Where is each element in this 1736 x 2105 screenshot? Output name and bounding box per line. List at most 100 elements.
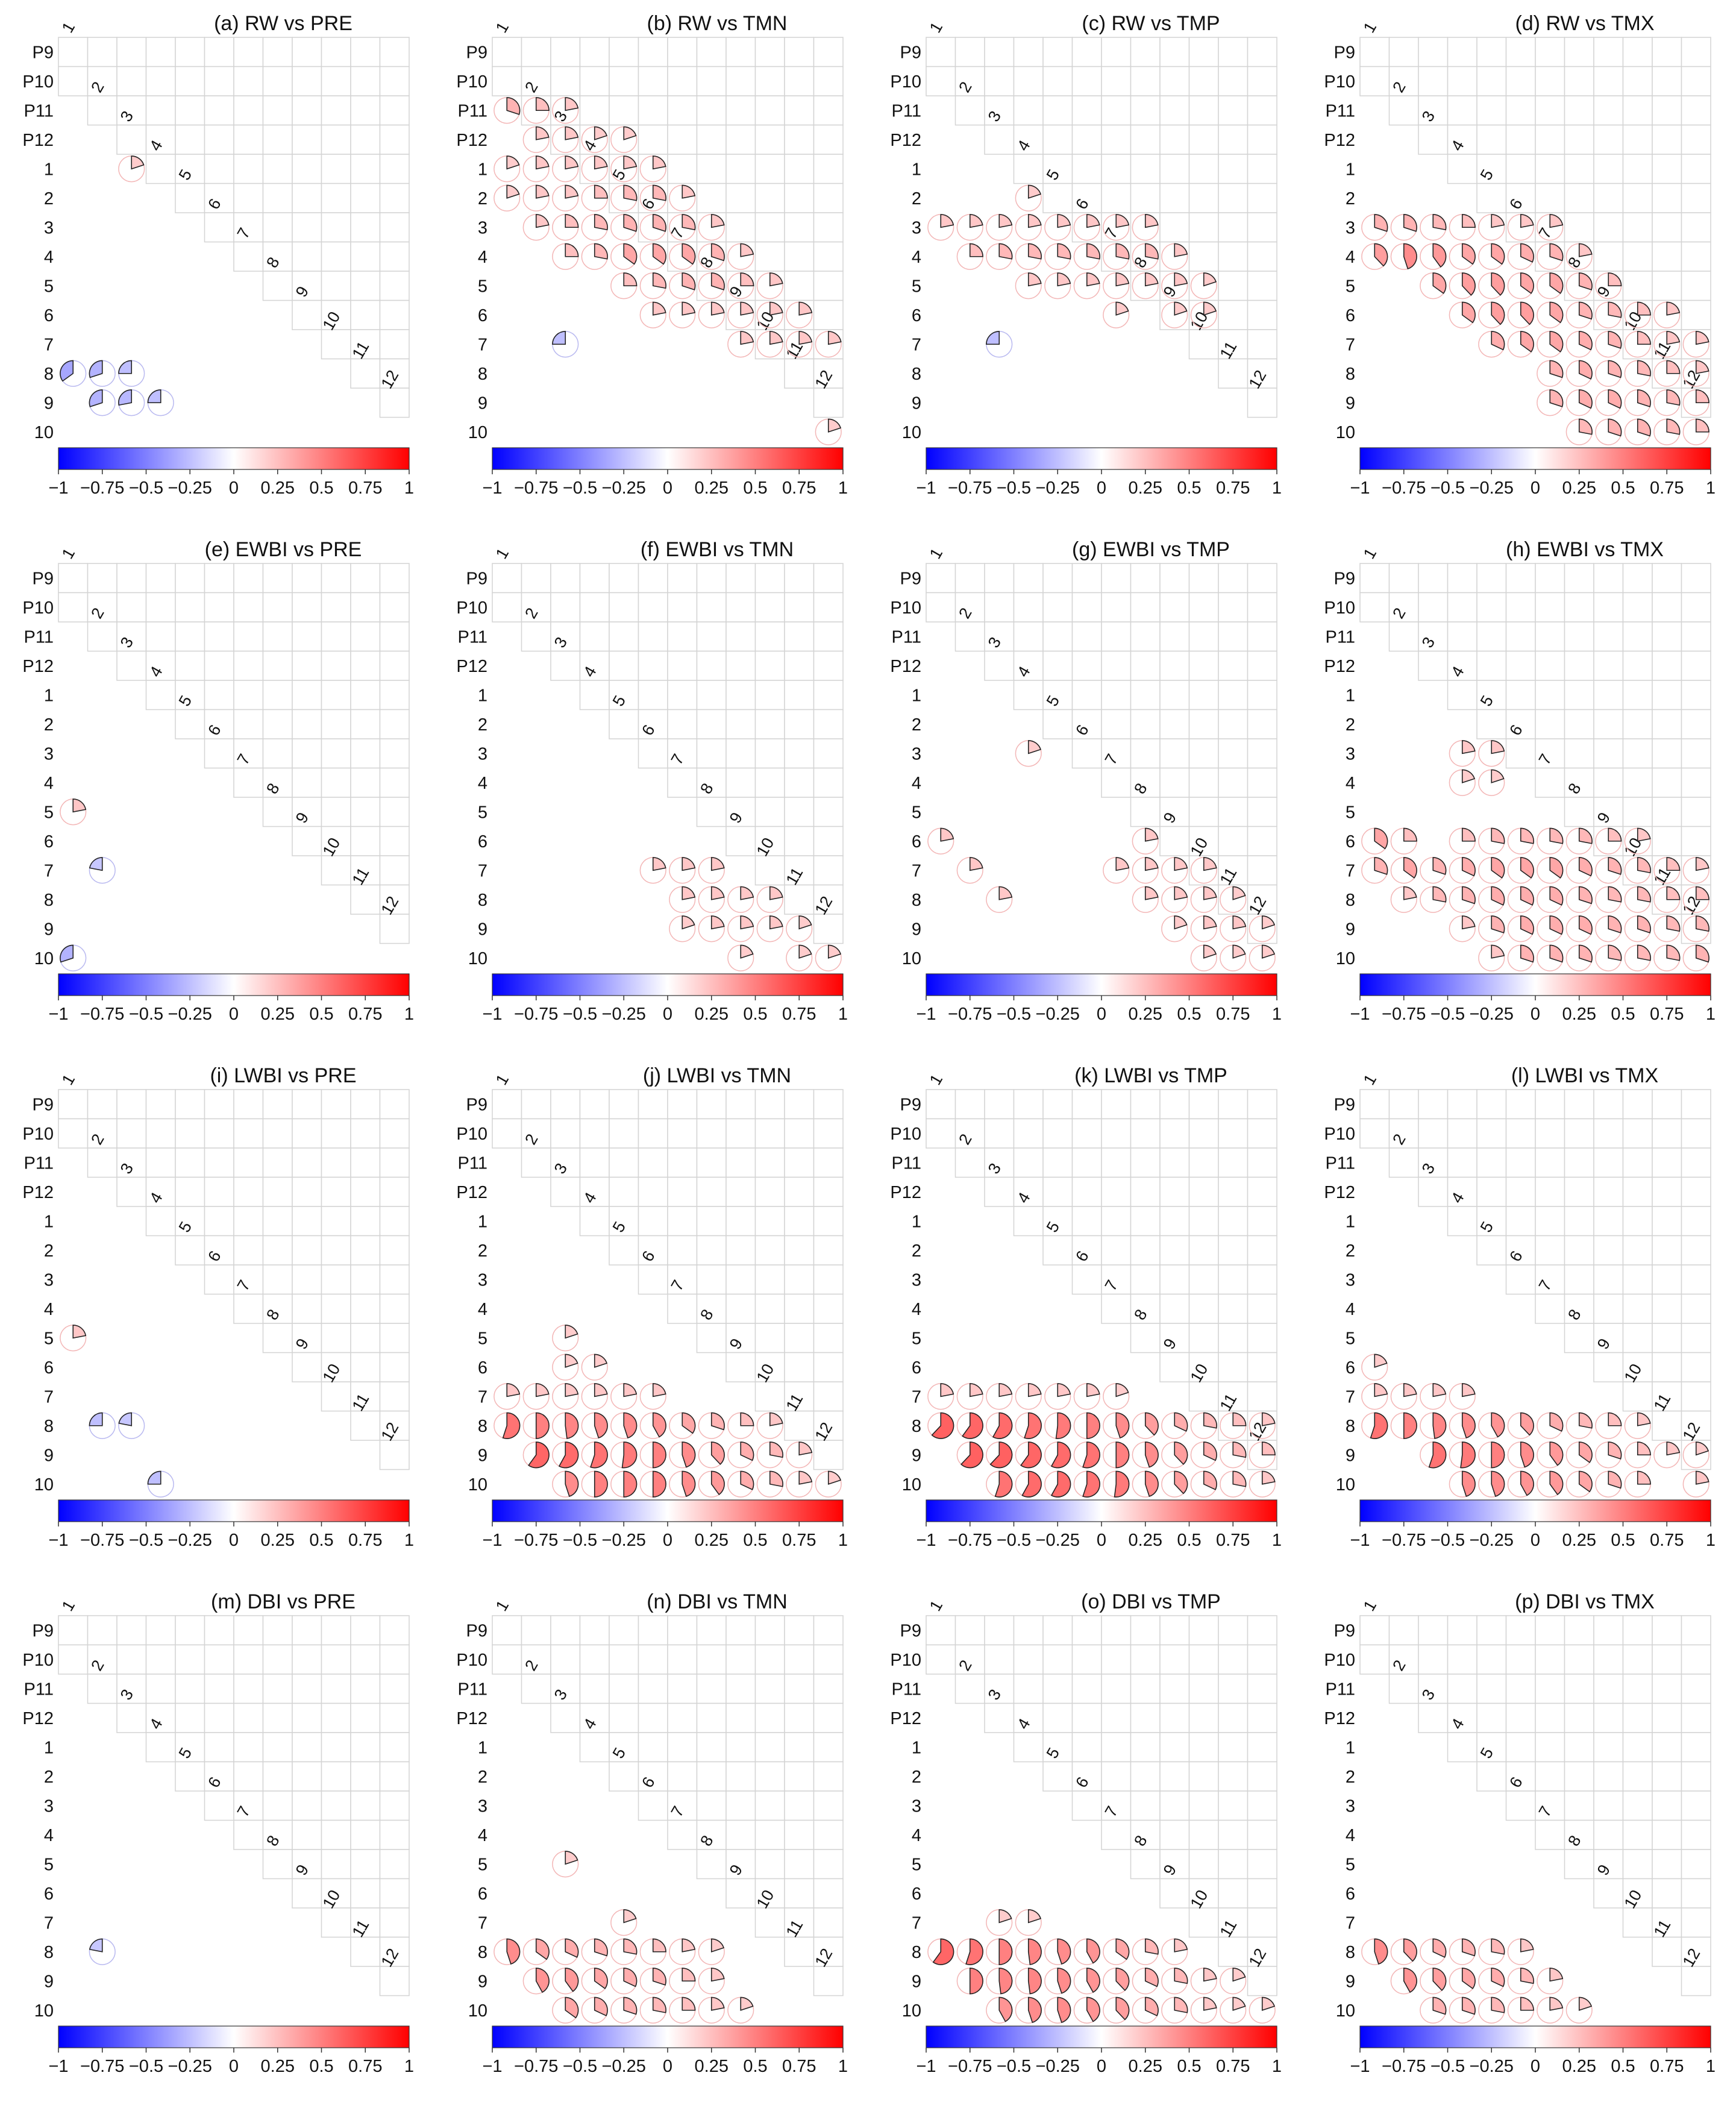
grid-cell [1593,1089,1624,1120]
grid-cell [1447,37,1477,67]
grid-cell [1388,592,1419,623]
colorbar-tick-label: 0.75 [782,1531,816,1550]
row-label: 1 [1346,686,1355,705]
colorbar-tick-label: −0.5 [563,1531,597,1550]
grid-cell [1042,1089,1073,1120]
pie-glyph [1449,272,1476,300]
colorbar-tick-label: −1 [48,478,68,498]
grid-cell [1652,1615,1682,1646]
grid-cell [1130,95,1161,126]
grid-cell [784,1615,815,1646]
grid-cell [1476,124,1507,155]
grid-cell [1535,124,1565,155]
pie-glyph [1161,301,1188,328]
pie-glyph [1361,243,1388,270]
glyph-wedge [1027,214,1042,228]
correlation-plot: (l) LWBI vs TMXP9P10P11P1212345678910123… [1324,1064,1716,1550]
grid-cell [1218,563,1249,594]
pie-glyph [1565,389,1593,416]
glyph-wedge [1578,243,1593,257]
grid-cell [321,1293,351,1324]
grid-cell [1218,66,1249,96]
row-label: 5 [44,1855,54,1874]
grid-cell [1622,1644,1653,1675]
grid-cell [1071,738,1102,769]
pie-glyph [552,1938,579,1965]
grid-cell [696,1264,727,1295]
grid-cell [321,1674,351,1704]
grid-cell [262,1732,293,1763]
grid-cell [754,1615,785,1646]
grid-cell [379,738,410,769]
grid-cell [1071,1790,1102,1821]
pie-glyph [1537,944,1564,971]
column-label: 1 [58,19,78,36]
pie-glyph [1132,272,1159,300]
glyph-wedge [962,1412,983,1439]
pie-glyph [1478,769,1505,796]
grid-cell [1042,563,1073,594]
pie-glyph [1073,1383,1100,1410]
grid-cell [1564,1761,1594,1792]
grid-cell [784,592,815,623]
grid-cell [1622,154,1653,184]
grid-cell [321,797,351,827]
grid-cell [579,95,610,126]
glyph-wedge [1115,272,1130,287]
grid-cell [1564,1264,1594,1295]
grid-cell [1681,680,1711,711]
pie-glyph [1015,184,1042,212]
grid-cell [321,1118,351,1149]
pie-glyph [1565,827,1593,855]
glyph-wedge [1114,1470,1130,1498]
grid-cell [350,124,381,155]
pie-glyph [1220,944,1247,971]
grid-cell [638,1732,668,1763]
glyph-wedge [1027,1997,1042,2024]
pie-glyph [1161,886,1188,913]
pie-glyph [581,1997,608,2024]
grid-cell [813,621,844,652]
grid-cell [1388,1615,1419,1646]
pie-glyph [610,1938,638,1965]
grid-cell [58,563,89,594]
grid-cell [1159,650,1190,681]
glyph-wedge [1520,886,1534,906]
grid-cell [725,1323,756,1354]
grid-cell [1159,95,1190,126]
pie-glyph [1624,418,1651,445]
glyph-wedge [1520,331,1534,353]
glyph-wedge [1549,1997,1564,2011]
glyph-wedge [89,1412,103,1426]
grid-cell [667,650,698,681]
grid-cell [984,1118,1015,1149]
pie-glyph [1132,1938,1159,1965]
grid-cell [1593,1702,1624,1733]
grid-cell [204,738,234,769]
grid-cell [1188,1118,1219,1149]
colorbar-gradient [1359,447,1711,470]
grid-cell [813,709,844,739]
grid-cell [784,1089,815,1120]
row-label: 3 [1346,744,1355,764]
grid-cell [926,1644,956,1675]
grid-cell [1218,621,1249,652]
row-label: 10 [1336,949,1355,968]
glyph-wedge [1144,272,1159,287]
grid-cell [1218,1819,1249,1850]
grid-cell [292,738,322,769]
colorbar-tick-label: −0.5 [997,478,1031,498]
grid-cell [725,1206,756,1237]
grid-cell [1505,621,1536,652]
grid-cell [725,1352,756,1382]
row-label: P10 [1324,72,1355,92]
colorbar-tick-label: 0 [1097,1005,1106,1024]
grid-cell [784,1849,815,1880]
glyph-wedge [710,1442,725,1465]
pie-glyphs [927,1909,1276,2024]
row-label: 7 [478,335,487,354]
grid-cell [1535,1732,1565,1763]
grid-cell [1013,1615,1044,1646]
grid-cell [667,1644,698,1675]
grid-cell [1505,1790,1536,1821]
